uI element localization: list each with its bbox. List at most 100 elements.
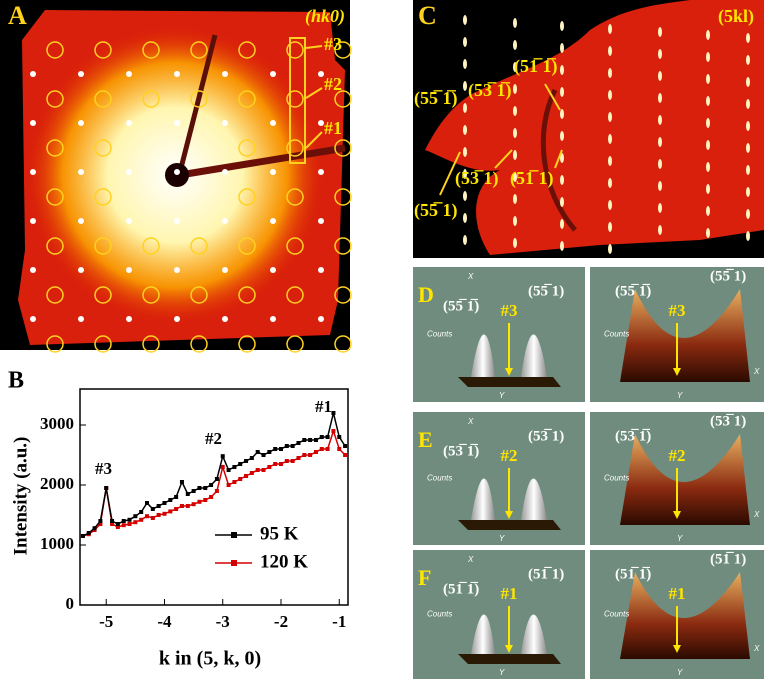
spot <box>126 316 132 322</box>
data-point <box>209 495 214 499</box>
panel-c: C (5kl) (55̅ 1̅) (53̅ 1̅) (51̅ 1̅) (55̅ … <box>413 0 764 258</box>
marker: #2 <box>669 446 686 465</box>
spot <box>222 120 228 126</box>
axis-label: X <box>753 644 760 653</box>
spot <box>560 197 564 207</box>
arrow-head <box>673 511 681 519</box>
ring <box>286 237 304 255</box>
surface <box>620 289 750 382</box>
spot <box>78 316 84 322</box>
spot <box>608 156 612 166</box>
peak-label: (51̅ 1̅) <box>443 581 479 597</box>
peak <box>521 614 547 654</box>
spot <box>658 27 662 37</box>
spot <box>560 153 564 163</box>
spot <box>658 49 662 59</box>
ring <box>46 41 64 59</box>
spot <box>463 81 467 91</box>
spot <box>513 238 517 248</box>
axis-label: Y <box>677 668 683 677</box>
axis-label: Counts <box>604 474 629 483</box>
ring <box>238 139 256 157</box>
data-point <box>267 465 272 469</box>
peak <box>521 478 547 520</box>
reflection: (55̅ 1) <box>414 200 458 221</box>
data-point <box>156 504 161 508</box>
spot <box>126 71 132 77</box>
spot <box>270 316 276 322</box>
ring <box>238 237 256 255</box>
spot <box>174 218 180 224</box>
data-point <box>139 510 144 514</box>
data-point <box>319 435 324 439</box>
spot <box>174 71 180 77</box>
ring <box>190 335 208 353</box>
spot <box>513 194 517 204</box>
reciprocal-plane <box>425 0 764 255</box>
ring <box>286 335 304 353</box>
spot <box>30 120 36 126</box>
data-point <box>249 456 254 460</box>
panel-b: B Intensity (a.u.) k in (5, k, 0) 0 1000 2… <box>8 368 349 670</box>
ring <box>142 286 160 304</box>
annotation: #2 <box>205 429 222 448</box>
reflection: (51̅ 1̅) <box>514 56 558 77</box>
ring <box>238 335 256 353</box>
surface <box>620 434 750 525</box>
spot <box>706 96 710 106</box>
x-axis-label: k in (5, k, 0) <box>159 648 261 670</box>
spot <box>222 316 228 322</box>
spot <box>560 131 564 141</box>
shadow <box>540 88 577 232</box>
peak-label: (55̅ 1̅) <box>443 298 479 314</box>
ring <box>238 41 256 59</box>
spot <box>513 106 517 116</box>
floor <box>458 377 561 387</box>
data-point <box>290 459 295 463</box>
ring <box>94 139 112 157</box>
spot <box>270 120 276 126</box>
x-tick-label: -4 <box>157 612 172 631</box>
spot <box>746 231 750 241</box>
series-line <box>82 412 346 537</box>
spot <box>658 225 662 235</box>
ring <box>286 286 304 304</box>
data-point <box>168 509 173 514</box>
spot <box>463 235 467 245</box>
data-point <box>238 462 243 466</box>
spot <box>318 365 324 371</box>
spot <box>746 55 750 65</box>
data-point <box>244 459 249 463</box>
peak <box>471 334 495 377</box>
spot <box>78 71 84 77</box>
y-tick-label: 2000 <box>40 474 74 493</box>
x-tick-label: -2 <box>274 612 288 631</box>
spot <box>560 87 564 97</box>
peak-label: (51̅ 1) <box>528 566 564 582</box>
spot <box>463 125 467 135</box>
spot <box>78 267 84 273</box>
data-point <box>331 429 336 433</box>
spot <box>513 150 517 160</box>
spot <box>222 218 228 224</box>
arrow-head <box>505 368 513 376</box>
ring <box>94 237 112 255</box>
axis-label: X <box>467 417 474 426</box>
spot <box>174 120 180 126</box>
spot <box>560 219 564 229</box>
spot <box>78 120 84 126</box>
series-line <box>82 428 346 537</box>
data-point <box>162 501 167 505</box>
ring <box>286 139 304 157</box>
data-point <box>174 507 179 511</box>
data-point <box>261 453 266 457</box>
data-point <box>168 498 173 502</box>
marker: #2 <box>324 74 342 94</box>
legend-label: 95 K <box>260 523 299 544</box>
data-point <box>150 516 155 520</box>
data-point <box>98 522 103 526</box>
data-point <box>115 525 120 529</box>
axis-label: Y <box>499 668 505 677</box>
panel-label: F <box>418 565 431 590</box>
spot <box>78 169 84 175</box>
